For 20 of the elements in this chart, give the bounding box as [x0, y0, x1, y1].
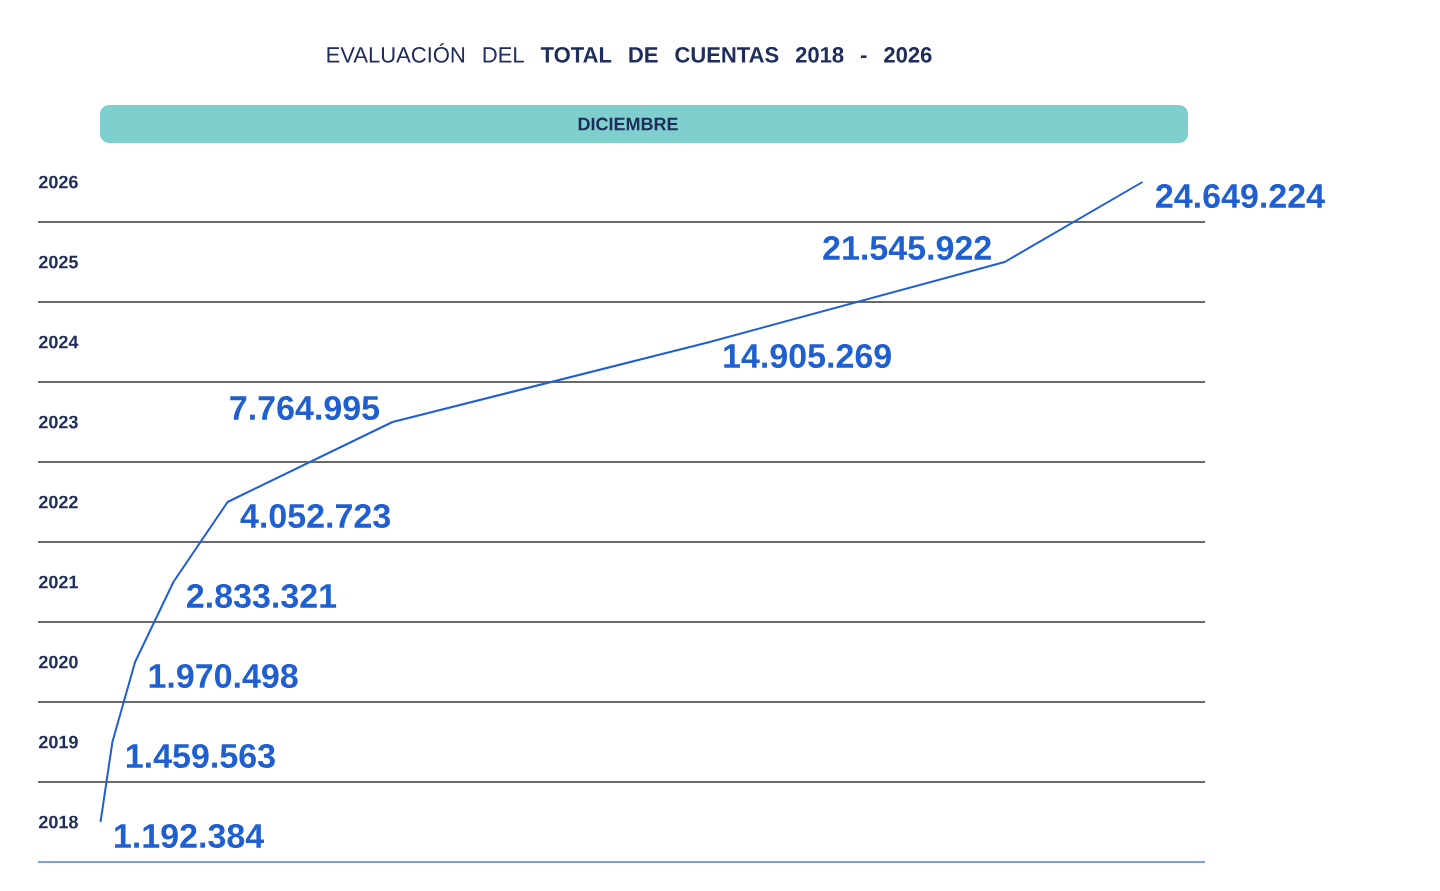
- data-label: 2.833.321: [187, 583, 337, 609]
- data-label: 14.905.269: [724, 343, 891, 369]
- y-tick-label: 2025: [39, 255, 78, 269]
- data-label: 1.970.498: [149, 663, 298, 689]
- data-label: 4.052.723: [240, 503, 390, 529]
- y-tick-label: 2019: [39, 735, 78, 749]
- y-tick-label: 2018: [39, 815, 78, 829]
- y-tick-label: 2020: [39, 655, 78, 669]
- y-tick-label: 2022: [39, 495, 78, 509]
- y-tick-label: 2023: [39, 415, 78, 429]
- data-label: 21.545.922: [823, 235, 991, 261]
- data-label: 7.764.995: [230, 395, 380, 421]
- data-label: 24.649.224: [1156, 183, 1325, 209]
- data-label: 1.459.563: [126, 743, 275, 769]
- y-tick-label: 2026: [39, 175, 78, 189]
- y-tick-label: 2024: [39, 335, 79, 349]
- chart-title: EVALUACIÓN DEL TOTAL DE CUENTAS 2018 - 2026: [327, 43, 932, 63]
- y-tick-label: 2021: [39, 575, 78, 589]
- data-label: 1.192.384: [115, 823, 264, 849]
- chart-subtitle: DICIEMBRE: [578, 117, 678, 131]
